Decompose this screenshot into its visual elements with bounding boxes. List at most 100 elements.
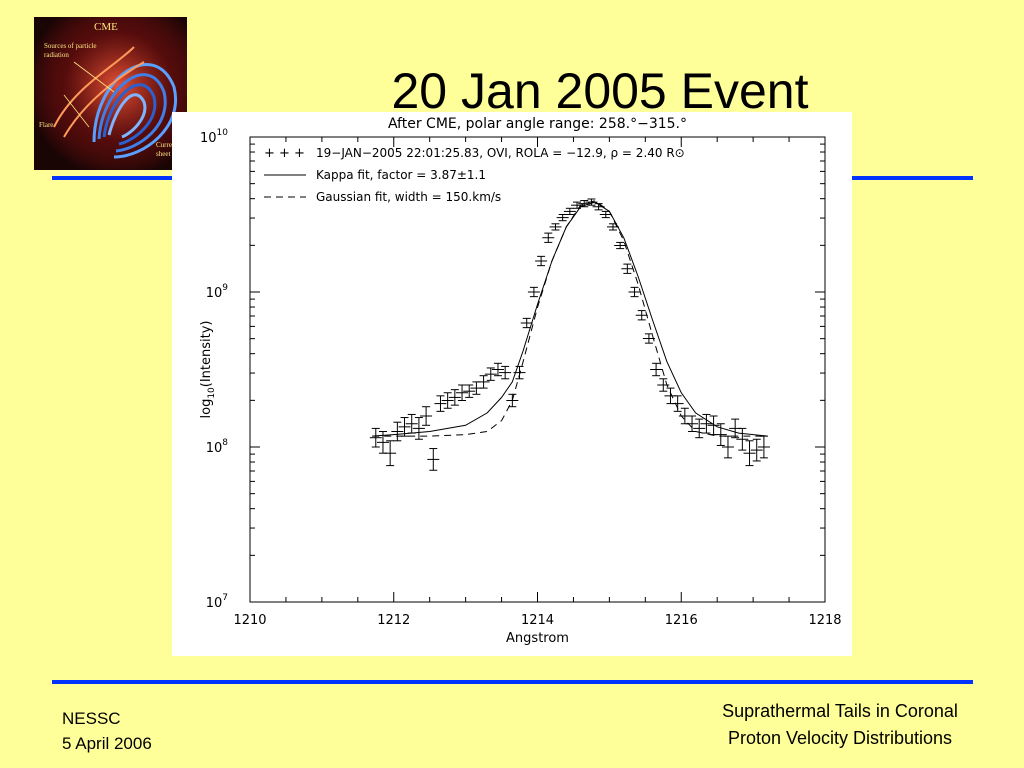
data-point (686, 415, 699, 432)
legend-entry-label: Gaussian fit, width = 150.km/s (316, 190, 501, 204)
y-axis-label-rest: (Intensity) (199, 320, 214, 387)
cme-logo-image: CME Sources of particle radiation Flare … (34, 17, 187, 170)
data-point (592, 203, 605, 211)
y-tick-exponent: 9 (222, 283, 228, 293)
y-tick-label: 1010 (200, 128, 228, 146)
legend-plus-symbols: + + + (264, 146, 305, 161)
data-point (642, 333, 655, 344)
data-point (628, 286, 641, 298)
data-point (757, 435, 770, 459)
spectrum-plot: After CME, polar angle range: 258.°−315.… (172, 112, 852, 656)
y-axis-label: log10(Intensity) (199, 320, 217, 418)
gaussian-fit-curve (372, 200, 768, 437)
data-point (606, 223, 619, 231)
data-point (463, 384, 476, 398)
data-point (614, 241, 627, 250)
data-point (484, 367, 497, 381)
footer-date: 5 April 2006 (62, 734, 152, 753)
data-point (477, 375, 490, 389)
y-tick-base: 10 (206, 596, 223, 611)
x-tick-label: 1216 (665, 613, 698, 628)
y-tick-label: 108 (206, 438, 229, 456)
y-tick-label: 109 (206, 283, 229, 301)
x-tick-label: 1212 (377, 613, 410, 628)
cme-illustration (34, 17, 187, 170)
logo-title: CME (94, 21, 118, 33)
data-point (563, 207, 576, 215)
data-point (513, 365, 526, 380)
data-point (420, 406, 433, 426)
legend: + + + 19−JAN−2005 22:01:25.83, OVI, ROLA … (264, 146, 685, 204)
kappa-fit-curve (372, 201, 768, 437)
logo-label-current: Curre (156, 141, 172, 149)
data-point (441, 392, 454, 409)
data-point (693, 418, 706, 439)
data-point (448, 389, 461, 406)
legend-entry-label: 19−JAN−2005 22:01:25.83, OVI, ROLA = −12… (316, 146, 685, 160)
x-tick-label: 1210 (233, 613, 266, 628)
slide-title: 20 Jan 2005 Event (391, 63, 809, 119)
data-point (369, 427, 382, 448)
data-point (700, 413, 713, 434)
spectrum-plot-svg: After CME, polar angle range: 258.°−315.… (199, 116, 842, 646)
data-point (571, 201, 584, 209)
data-point (657, 378, 670, 392)
data-point (635, 310, 648, 321)
footer-org: NESSC (62, 709, 121, 728)
footer-right: Suprathermal Tails in Coronal Proton Vel… (660, 698, 1020, 752)
data-point (384, 440, 397, 467)
data-point (520, 317, 533, 329)
data-point (499, 365, 512, 380)
logo-label-sheet: sheet (156, 150, 171, 158)
bottom-divider (52, 680, 973, 684)
data-point (721, 435, 734, 459)
data-point (491, 362, 504, 377)
data-point (427, 448, 440, 471)
data-point (542, 232, 555, 243)
data-point (714, 423, 727, 446)
footer-talk-title-line2: Proton Velocity Distributions (727, 728, 953, 748)
data-point (556, 214, 569, 222)
data-point (456, 384, 469, 401)
data-point (506, 393, 519, 408)
y-tick-base: 10 (200, 131, 217, 146)
data-point (750, 438, 763, 462)
data-point (434, 395, 447, 412)
data-point (391, 421, 404, 442)
data-points (369, 198, 770, 471)
fit-curves (372, 200, 768, 437)
chart-title: After CME, polar angle range: 258.°−315.… (388, 116, 687, 132)
data-point (376, 431, 389, 454)
logo-label-sources: Sources of particle radiation (44, 42, 97, 59)
data-point (412, 417, 425, 440)
data-point (736, 427, 749, 451)
data-point (527, 286, 540, 298)
y-tick-label: 107 (206, 593, 228, 611)
x-tick-label: 1218 (808, 613, 841, 628)
footer-talk-title-line1: Suprathermal Tails in Coronal (722, 701, 958, 721)
y-tick-exponent: 8 (222, 438, 228, 448)
y-tick-base: 10 (206, 441, 223, 456)
data-point (549, 223, 562, 231)
data-point (650, 362, 663, 377)
data-point (398, 417, 411, 437)
y-tick-exponent: 7 (222, 593, 228, 603)
plot-frame (249, 136, 826, 603)
data-point (405, 413, 418, 434)
data-point (535, 255, 548, 267)
footer-left: NESSC 5 April 2006 (62, 706, 152, 756)
y-axis-label-subscript: 10 (207, 387, 217, 399)
data-point (743, 440, 756, 467)
y-tick-base: 10 (206, 286, 223, 301)
data-point (578, 200, 591, 208)
logo-label-flare: Flare (39, 121, 54, 129)
data-point (585, 198, 598, 206)
data-point (621, 263, 634, 274)
data-point (707, 415, 720, 436)
data-point (599, 210, 612, 219)
legend-entry-label: Kappa fit, factor = 3.87±1.1 (316, 168, 486, 182)
data-point (671, 395, 684, 412)
y-tick-exponent: 10 (217, 128, 229, 138)
x-axis-label: Angstrom (506, 631, 569, 646)
